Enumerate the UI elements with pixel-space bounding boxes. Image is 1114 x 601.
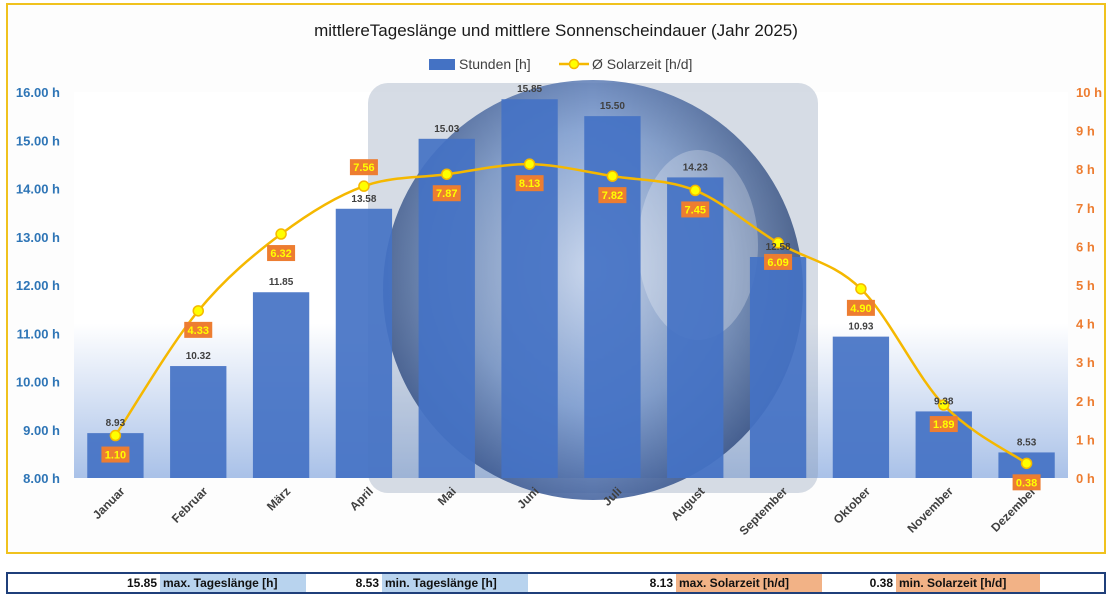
category-label-märz: März xyxy=(264,484,293,513)
min-day-length-value: 8.53 xyxy=(355,576,379,590)
bar-data-label: 8.53 xyxy=(1017,437,1037,448)
solar-marker-februar xyxy=(192,305,204,317)
legend-line-marker xyxy=(568,58,580,70)
solar-marker-september xyxy=(772,237,784,249)
solar-data-label: 7.56 xyxy=(353,162,374,174)
bar-data-label: 15.85 xyxy=(517,84,542,95)
solar-label-box xyxy=(764,253,793,270)
bar-data-label: 9.38 xyxy=(934,396,954,407)
category-label-april: April xyxy=(347,484,376,513)
left-axis-tick-label: 13.00 h xyxy=(16,230,60,245)
right-axis-tick-label: 1 h xyxy=(1076,432,1095,447)
bar-data-label: 11.85 xyxy=(269,277,294,288)
category-label-november: November xyxy=(904,484,956,536)
left-axis-tick-label: 15.00 h xyxy=(16,133,60,148)
solar-data-label: 7.45 xyxy=(685,204,706,216)
max-day-length-value: 15.85 xyxy=(126,576,157,590)
right-axis-tick-label: 7 h xyxy=(1076,201,1095,216)
solar-marker-januar xyxy=(109,429,122,442)
right-axis-tick-label: 2 h xyxy=(1076,394,1095,409)
bar-data-label: 15.03 xyxy=(434,124,459,135)
left-axis-tick-label: 12.00 h xyxy=(16,278,60,293)
solar-time-line xyxy=(114,162,1028,465)
solar-marker-november xyxy=(938,399,950,411)
right-axis-tick-label: 4 h xyxy=(1076,317,1095,332)
category-label-februar: Februar xyxy=(169,484,211,526)
solar-marker-oktober xyxy=(855,283,867,295)
solar-data-label: 7.82 xyxy=(602,190,623,202)
bar-data-label: 14.23 xyxy=(683,162,708,173)
solar-data-label: 4.90 xyxy=(850,303,871,315)
solar-marker-april xyxy=(358,180,370,192)
bar-oktober xyxy=(832,336,890,478)
bar-august xyxy=(667,177,724,478)
left-axis-tick-label: 8.00 h xyxy=(23,471,60,486)
bar-data-label: 8.93 xyxy=(106,418,126,429)
category-label-dezember: Dezember xyxy=(988,484,1039,535)
left-axis-tick-label: 16.00 h xyxy=(16,85,60,100)
bar-data-label: 15.50 xyxy=(600,101,625,112)
solar-data-label: 6.32 xyxy=(270,248,291,260)
bar-april xyxy=(335,208,393,478)
solar-marker-dezember xyxy=(1020,457,1033,470)
category-label-oktober: Oktober xyxy=(831,484,874,527)
right-axis-tick-label: 0 h xyxy=(1076,471,1095,486)
left-axis-tick-label: 10.00 h xyxy=(16,375,60,390)
solar-label-box xyxy=(846,299,875,316)
solar-label-box xyxy=(1012,474,1041,491)
solar-label-box xyxy=(432,185,461,202)
summary-bar: 15.85 max. Tageslänge [h] 8.53 min. Tage… xyxy=(6,572,1106,594)
right-axis-tick-label: 3 h xyxy=(1076,355,1095,370)
solar-data-label: 7.87 xyxy=(436,188,457,200)
solar-marker-mai xyxy=(441,168,453,180)
chart: 8.00 h 9.00 h 10.00 h 11.00 h 12.00 h 13.00 h… xyxy=(16,21,1102,538)
right-axis-tick-label: 10 h xyxy=(1076,85,1102,100)
bar-data-label: 13.58 xyxy=(351,194,376,205)
bar-märz xyxy=(252,292,310,478)
bar-februar xyxy=(170,366,227,478)
solar-label-box xyxy=(598,187,627,204)
solar-label-box xyxy=(184,321,213,338)
solar-label-box xyxy=(267,245,296,262)
solar-data-label: 8.13 xyxy=(519,178,540,190)
left-axis-tick-label: 9.00 h xyxy=(23,423,60,438)
left-axis-tick-label: 14.00 h xyxy=(16,182,60,197)
legend-line-label: Ø Solarzeit [h/d] xyxy=(592,56,692,72)
bar-data-label: 10.93 xyxy=(848,322,873,333)
solar-label-box xyxy=(349,159,378,176)
right-axis-tick-label: 6 h xyxy=(1076,239,1095,254)
solar-label-box xyxy=(515,175,544,192)
solar-label-box xyxy=(929,416,958,433)
right-axis-tick-label: 5 h xyxy=(1076,278,1095,293)
min-solar-label: min. Solarzeit [h/d] xyxy=(896,574,1040,592)
min-day-length-label: min. Tageslänge [h] xyxy=(382,574,528,592)
solar-label-box xyxy=(681,201,710,218)
right-axis-tick-label: 9 h xyxy=(1076,124,1095,139)
chart-title: mittlereTageslänge und mittlere Sonnensc… xyxy=(314,21,798,40)
solar-marker-märz xyxy=(275,228,287,240)
solar-marker-juli xyxy=(606,170,619,182)
max-day-length-label: max. Tageslänge [h] xyxy=(160,574,306,592)
max-solar-label: max. Solarzeit [h/d] xyxy=(676,574,822,592)
solar-label-box xyxy=(101,446,130,463)
solar-data-label: 6.09 xyxy=(767,257,788,269)
solar-data-label: 0.38 xyxy=(1016,477,1037,489)
legend-bar-swatch xyxy=(429,59,455,70)
solar-marker-juni xyxy=(523,158,536,170)
max-solar-value: 8.13 xyxy=(649,576,673,590)
min-solar-value: 0.38 xyxy=(869,576,893,590)
bar-data-label: 10.32 xyxy=(186,351,211,362)
bar-data-label: 12.58 xyxy=(766,242,791,253)
chart-frame: 8.00 h 9.00 h 10.00 h 11.00 h 12.00 h 13.00 h… xyxy=(6,3,1106,554)
bar-juni xyxy=(501,99,558,479)
bar-september xyxy=(749,257,807,478)
solar-data-label: 1.10 xyxy=(105,450,126,462)
solar-data-label: 1.89 xyxy=(933,419,954,431)
left-axis-tick-label: 11.00 h xyxy=(17,326,60,341)
solar-data-label: 4.33 xyxy=(188,325,209,337)
legend-bar-label: Stunden [h] xyxy=(459,56,531,72)
solar-marker-august xyxy=(689,184,701,197)
category-label-januar: Januar xyxy=(90,484,128,522)
right-axis-tick-label: 8 h xyxy=(1076,162,1095,177)
